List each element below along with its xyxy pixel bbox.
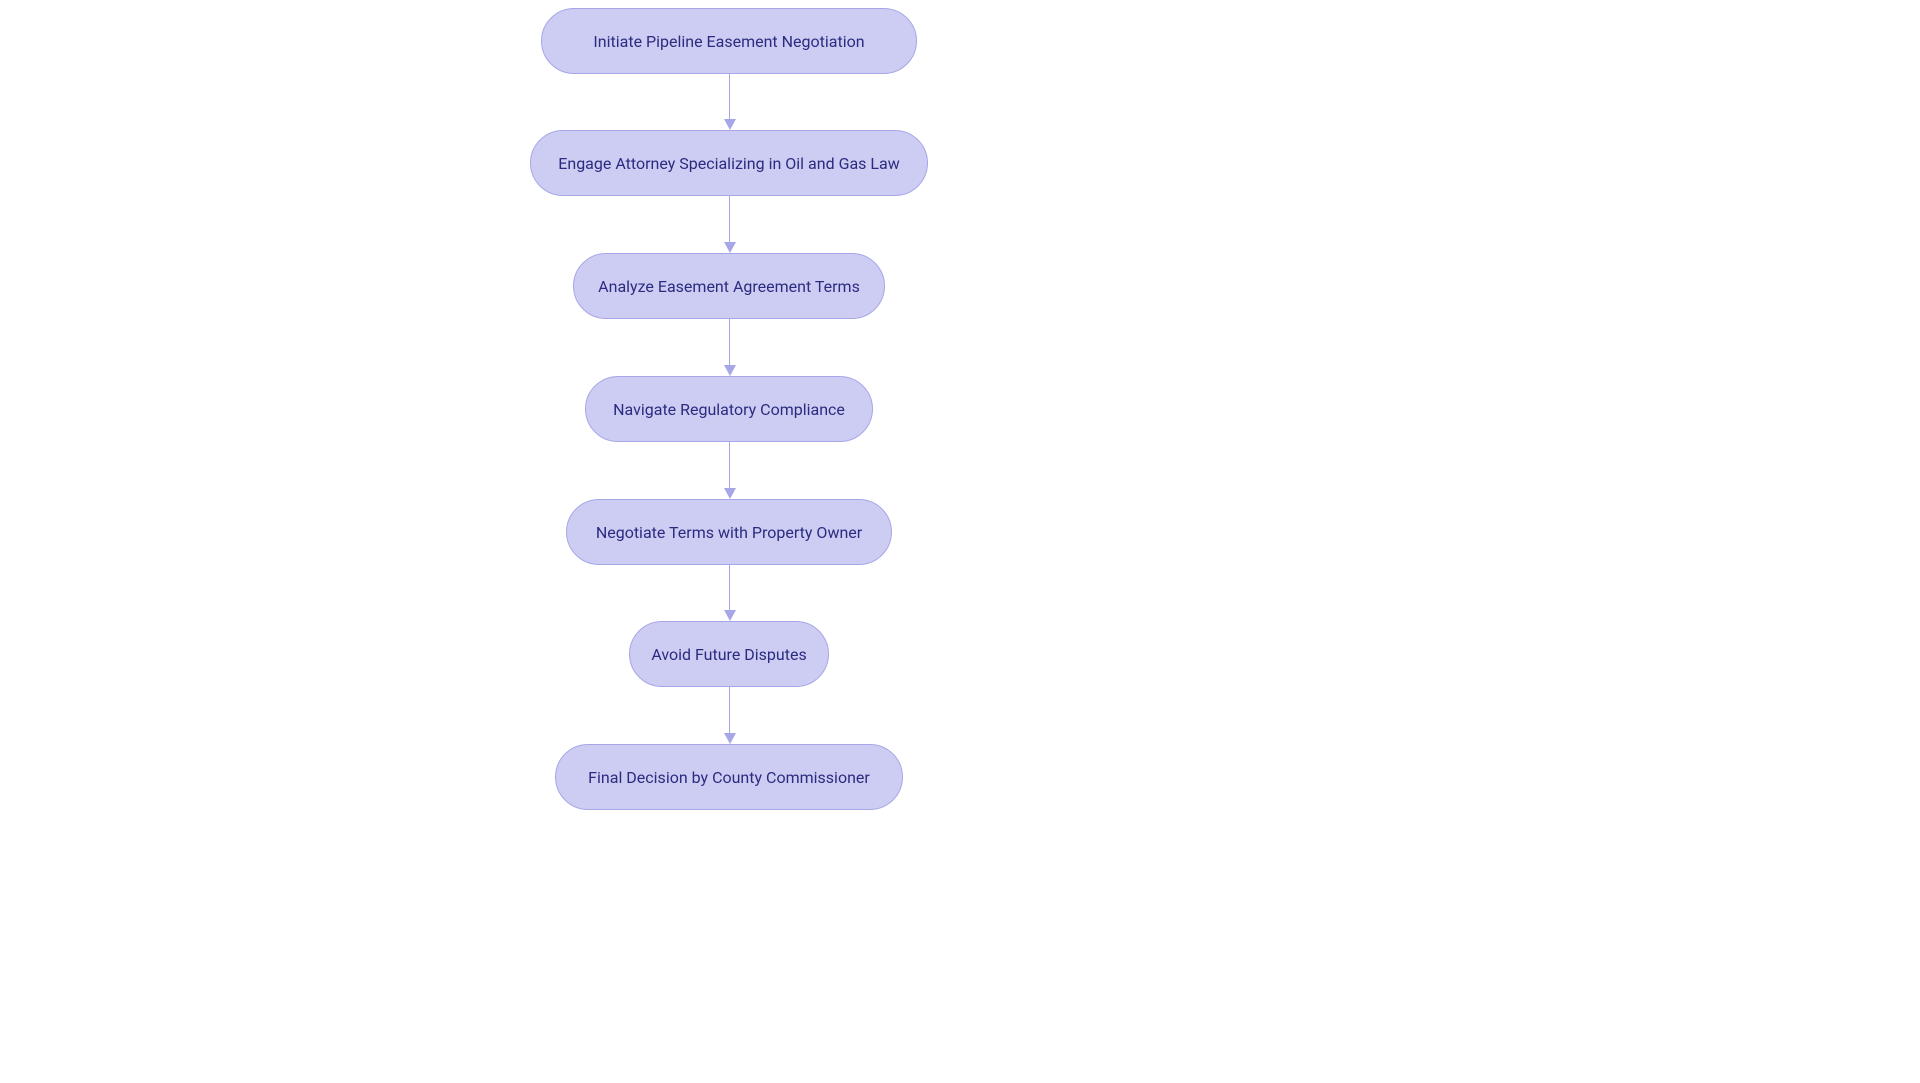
arrowhead-icon [724,733,736,744]
flow-node-label: Analyze Easement Agreement Terms [598,277,860,296]
flow-node-label: Navigate Regulatory Compliance [613,400,845,419]
arrowhead-icon [724,365,736,376]
flow-node: Navigate Regulatory Compliance [585,376,873,442]
flow-edge [729,319,730,366]
flow-node: Avoid Future Disputes [629,621,829,687]
flow-edge [729,442,730,489]
flow-node: Engage Attorney Specializing in Oil and … [530,130,928,196]
flow-node-label: Engage Attorney Specializing in Oil and … [558,154,899,173]
flow-node-label: Avoid Future Disputes [651,645,806,664]
arrowhead-icon [724,610,736,621]
flow-node: Initiate Pipeline Easement Negotiation [541,8,917,74]
flow-edge [729,196,730,243]
flow-node-label: Final Decision by County Commissioner [588,768,870,787]
flow-edge [729,74,730,120]
flowchart-container: Initiate Pipeline Easement Negotiation En… [0,0,1920,1083]
flow-node: Analyze Easement Agreement Terms [573,253,885,319]
flow-edge [729,687,730,734]
arrowhead-icon [724,119,736,130]
flow-node-label: Negotiate Terms with Property Owner [596,523,862,542]
flow-edge [729,565,730,611]
flow-node: Negotiate Terms with Property Owner [566,499,892,565]
flow-node: Final Decision by County Commissioner [555,744,903,810]
arrowhead-icon [724,242,736,253]
flow-node-label: Initiate Pipeline Easement Negotiation [593,32,864,51]
arrowhead-icon [724,488,736,499]
